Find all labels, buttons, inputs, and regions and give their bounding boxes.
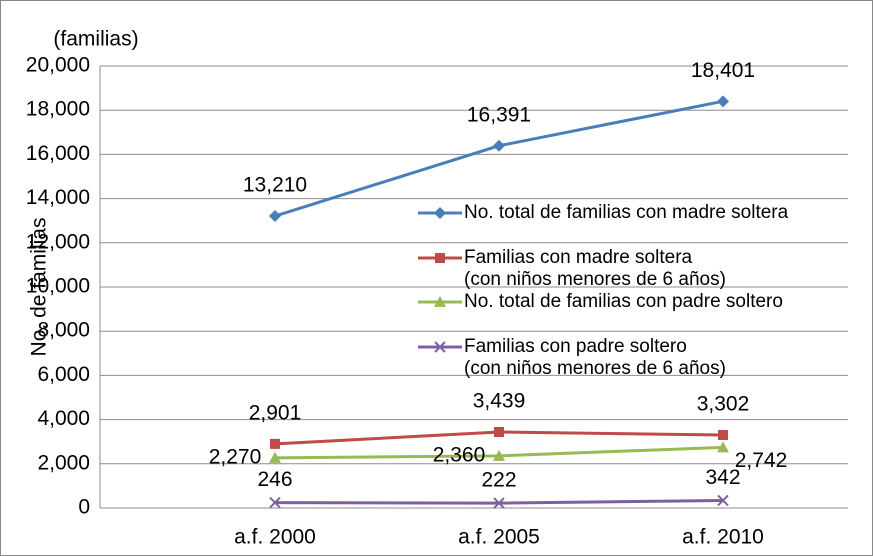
data-label: 2,270: [209, 445, 262, 468]
x-tick-label: a.f. 2010: [682, 526, 764, 549]
y-tick-label: 6,000: [37, 363, 90, 386]
marker: [494, 426, 504, 437]
y-tick-label: 10,000: [26, 275, 90, 298]
x-tick-label: a.f. 2005: [458, 526, 540, 549]
marker: [435, 253, 445, 263]
data-label: 18,401: [691, 59, 755, 82]
marker: [717, 95, 729, 108]
marker: [717, 441, 729, 453]
y-tick-label: 16,000: [26, 142, 90, 165]
y-tick-label: 12,000: [26, 230, 90, 253]
marker: [717, 494, 729, 507]
data-label: 2,901: [249, 401, 302, 424]
marker: [493, 497, 505, 509]
marker: [718, 430, 728, 441]
data-label: 342: [705, 466, 740, 489]
y-tick-label: 14,000: [26, 186, 90, 209]
y-tick-label: 4,000: [37, 407, 90, 430]
data-label: 2,360: [433, 443, 486, 466]
legend-label: Familias con madre soltera (con niños me…: [464, 247, 726, 290]
y-axis-title: No. de familias: [28, 218, 51, 357]
marker: [434, 296, 446, 307]
marker: [269, 210, 281, 223]
data-label: 3,439: [473, 390, 526, 413]
marker: [434, 207, 446, 219]
marker: [269, 496, 281, 509]
y-tick-label: 0: [78, 496, 90, 519]
unit-label: (familias): [53, 28, 138, 51]
y-tick-label: 18,000: [26, 98, 90, 121]
legend-label: No. total de familias con madre soltera: [464, 202, 789, 223]
marker: [269, 451, 281, 463]
x-tick-label: a.f. 2000: [234, 526, 316, 549]
legend-label: No. total de familias con padre soltero: [464, 291, 783, 312]
legend-label: Familias con padre soltero (con niños me…: [464, 336, 726, 379]
data-label: 222: [481, 469, 516, 492]
data-label: 13,210: [243, 174, 307, 197]
marker: [493, 139, 505, 152]
data-label: 3,302: [697, 393, 750, 416]
y-tick-label: 20,000: [26, 54, 90, 77]
data-label: 246: [257, 468, 292, 491]
marker: [434, 341, 446, 353]
y-tick-label: 8,000: [37, 319, 90, 342]
y-tick-label: 2,000: [37, 451, 90, 474]
marker: [270, 438, 280, 449]
data-label: 16,391: [467, 103, 531, 126]
data-label: 2,742: [735, 449, 788, 472]
marker: [493, 449, 505, 461]
